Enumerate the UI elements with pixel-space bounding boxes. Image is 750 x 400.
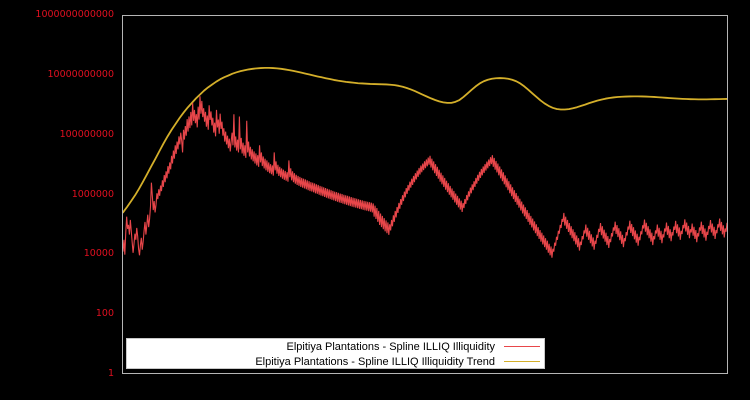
legend-box: Elpitiya Plantations - Spline ILLIQ Illi… [126,338,545,369]
legend-label-trend: Elpitiya Plantations - Spline ILLIQ Illi… [255,355,495,368]
illiquidity-line-series [123,96,727,258]
legend-swatch-illiquidity [504,346,540,347]
trend-line-series [123,67,727,214]
legend-entry-illiquidity: Elpitiya Plantations - Spline ILLIQ Illi… [127,339,544,354]
y-axis-tick-label: 1 [107,368,114,379]
y-axis-tick-label: 1000000 [71,188,114,200]
legend-entry-trend: Elpitiya Plantations - Spline ILLIQ Illi… [127,354,544,369]
legend-label-illiquidity: Elpitiya Plantations - Spline ILLIQ Illi… [286,340,496,353]
y-axis-tick-label: 10000 [83,248,114,260]
legend-swatch-trend [504,361,540,362]
y-axis-tick-labels: 1 100 10000 1000000 100000000 10000000000 1000… [0,0,118,400]
y-axis-tick-label: 100 [95,308,114,320]
series-svg [123,67,727,258]
y-axis-tick-label: 1000000000000 [35,9,114,20]
y-axis-tick-label: 10000000000 [47,68,115,80]
plot-area [122,15,728,374]
y-axis-tick-label: 100000000 [59,128,114,140]
